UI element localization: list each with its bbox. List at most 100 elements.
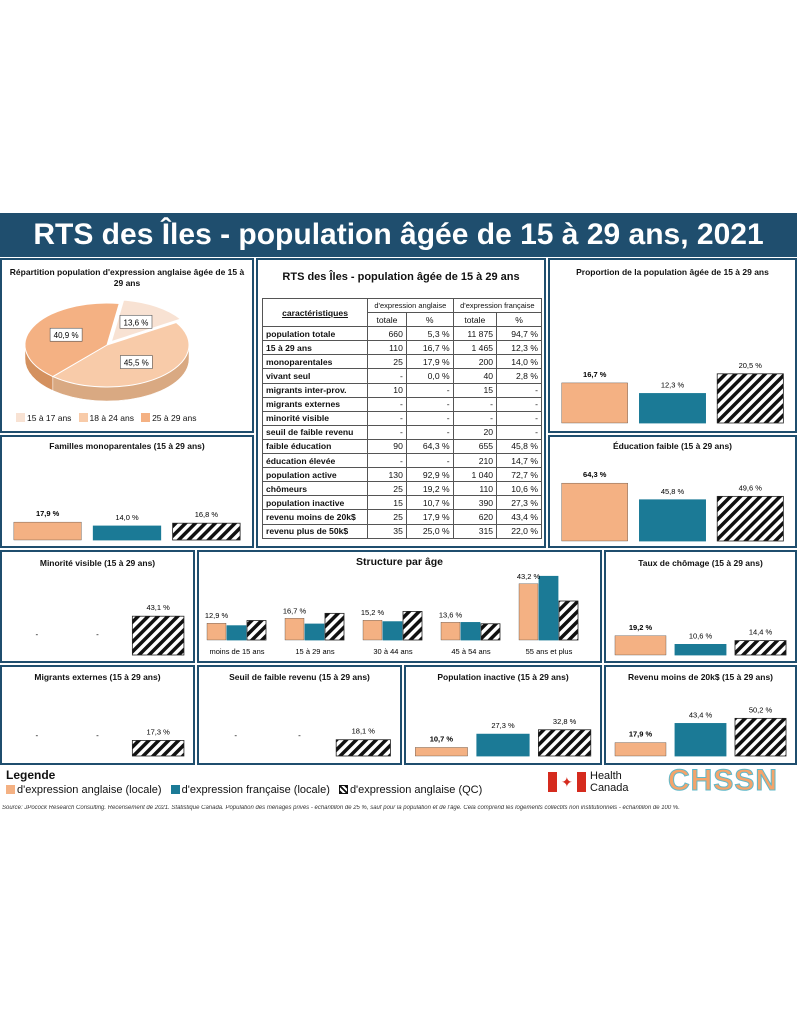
cell-value: 45,8 % bbox=[496, 438, 542, 455]
cell-value: - bbox=[367, 424, 407, 440]
structure-bar bbox=[206, 623, 227, 641]
cell-value: 130 bbox=[367, 467, 407, 483]
chomage-panel: Taux de chômage (15 à 29 ans) 19,2 % 10,6… bbox=[604, 550, 797, 663]
table-row: migrants inter-prov. 10-15- bbox=[261, 382, 542, 398]
minorite-chart: - - 43,1 % bbox=[36, 603, 185, 656]
data-table: caractéristiques d'expression anglaise d… bbox=[261, 297, 543, 539]
bar-value-label: 43,4 % bbox=[689, 710, 713, 719]
bar-0 bbox=[561, 482, 628, 542]
cell-value: - bbox=[405, 382, 454, 398]
proportion-panel: Proportion de la population âgée de 15 à… bbox=[548, 258, 797, 433]
bar-value-label: 49,6 % bbox=[739, 483, 763, 492]
row-label: vivant seul bbox=[261, 368, 369, 384]
pie-title: Répartition population d'expression angl… bbox=[9, 267, 245, 288]
canada-flag-icon: ✦ bbox=[548, 772, 586, 792]
bar-value-label: 64,3 % bbox=[583, 470, 607, 479]
bar-2 bbox=[131, 740, 185, 757]
pie-slice-label: 40,9 % bbox=[54, 331, 79, 340]
cell-value: 11 875 bbox=[452, 326, 498, 342]
table-row: population inactive 15 10,7 % 390 27,3 % bbox=[261, 495, 542, 511]
table-row: vivant seul -0,0 % 40 2,8 % bbox=[261, 368, 542, 384]
familles-chart: 17,9 % 14,0 % 16,8 % bbox=[13, 509, 241, 541]
bar-value-label: 18,1 % bbox=[352, 727, 376, 736]
source-note: Source: JPocock Research Consulting. Rec… bbox=[2, 805, 680, 811]
proportion-chart: 16,7 % 12,3 % 20,5 % bbox=[561, 361, 784, 424]
minorite-title: Minorité visible (15 à 29 ans) bbox=[39, 558, 156, 568]
cell-value: 10 bbox=[367, 382, 407, 398]
legend-swatch-18-24 bbox=[78, 413, 88, 422]
structure-category-label: 45 à 54 ans bbox=[451, 647, 490, 656]
pie-legend-1: 15 à 17 ans bbox=[27, 413, 72, 423]
structure-bar bbox=[304, 623, 325, 641]
bar-value-label: 14,4 % bbox=[749, 628, 773, 637]
cell-value: 390 bbox=[452, 495, 498, 511]
cell-value: 25 bbox=[367, 509, 407, 525]
bar-1 bbox=[639, 393, 706, 424]
cell-value: 1 040 bbox=[452, 467, 498, 483]
canada-text: Canada bbox=[590, 782, 629, 794]
bar-value-label: 10,7 % bbox=[430, 734, 454, 743]
bar-value-label: - bbox=[96, 630, 99, 639]
bar-0 bbox=[13, 521, 82, 541]
cell-value: 15 bbox=[452, 382, 498, 398]
legend-swatch-25-29 bbox=[141, 413, 151, 422]
table-row: monoparentales 25 17,9 % 200 14,0 % bbox=[261, 354, 542, 370]
structure-chart: 12,9 % moins de 15 ans 16,7 % 15 à 29 ans 15… bbox=[205, 572, 579, 656]
bar-value-label: 14,0 % bbox=[115, 513, 139, 522]
bar-1 bbox=[92, 525, 162, 541]
cell-value: 20 bbox=[452, 424, 498, 440]
bar-value-label: 45,8 % bbox=[661, 487, 685, 496]
cell-value: 200 bbox=[452, 354, 498, 370]
cell-value: 620 bbox=[452, 509, 498, 525]
structure-bar bbox=[460, 622, 481, 641]
pie-slice bbox=[51, 321, 190, 388]
cell-value: 92,9 % bbox=[405, 467, 454, 483]
bar-2 bbox=[335, 739, 391, 757]
cell-value: 315 bbox=[452, 523, 498, 539]
legend-swatch-francaise-locale bbox=[170, 785, 180, 794]
legend-item-anglaise-locale: d'expression anglaise (locale) bbox=[17, 784, 162, 796]
structure-value-label: 13,6 % bbox=[439, 610, 463, 619]
cell-value: 94,7 % bbox=[496, 326, 542, 342]
row-label: population inactive bbox=[261, 495, 369, 511]
structure-bar bbox=[284, 618, 305, 641]
cell-value: 10,6 % bbox=[496, 481, 542, 497]
table-row: éducation élevée - -210 14,7 % bbox=[261, 453, 542, 469]
cell-value: - bbox=[367, 410, 407, 426]
cell-value: - bbox=[405, 410, 454, 426]
inactive-panel: Population inactive (15 à 29 ans) 10,7 %… bbox=[404, 665, 602, 765]
cell-value: 72,7 % bbox=[496, 467, 542, 483]
bar-value-label: 16,8 % bbox=[195, 510, 219, 519]
seuil-chart: - - 18,1 % bbox=[234, 727, 391, 757]
chomage-title: Taux de chômage (15 à 29 ans) bbox=[638, 558, 763, 568]
cell-value: 40 bbox=[452, 368, 498, 384]
cell-value: 2,8 % bbox=[496, 368, 542, 384]
revenu-title: Revenu moins de 20k$ (15 à 29 ans) bbox=[627, 672, 774, 682]
bar-value-label: - bbox=[36, 630, 39, 639]
legend-item-anglaise-qc: d'expression anglaise (QC) bbox=[349, 784, 483, 796]
cell-value: 14,7 % bbox=[496, 453, 542, 469]
structure-bar bbox=[440, 622, 461, 641]
row-label: migrants externes bbox=[261, 396, 369, 412]
revenu-panel: Revenu moins de 20k$ (15 à 29 ans) 17,9 … bbox=[604, 665, 797, 765]
table-row: revenu plus de 50k$ 35 25,0 % 315 22,0 % bbox=[261, 523, 542, 539]
structure-bar bbox=[226, 625, 247, 641]
bar-2 bbox=[172, 522, 241, 541]
structure-value-label: 43,2 % bbox=[517, 572, 541, 581]
cell-value: 17,9 % bbox=[405, 354, 454, 370]
table-row: population totale 660 5,3 % 11 875 94,7 % bbox=[261, 326, 542, 342]
bar-value-label: 12,3 % bbox=[661, 380, 685, 389]
cell-value: 17,9 % bbox=[405, 509, 454, 525]
bar-2 bbox=[734, 717, 787, 757]
migrants-panel: Migrants externes (15 à 29 ans) - - 17,3 % bbox=[0, 665, 195, 765]
cell-value: 22,0 % bbox=[496, 523, 542, 539]
bar-value-label: 17,3 % bbox=[146, 727, 170, 736]
table-row: 15 à 29 ans 110 16,7 % 1 465 12,3 % bbox=[261, 340, 542, 356]
bar-value-label: 16,7 % bbox=[583, 370, 607, 379]
cell-value: 19,2 % bbox=[405, 481, 454, 497]
bar-value-label: 32,8 % bbox=[553, 717, 577, 726]
legend-swatch-anglaise-locale bbox=[6, 785, 15, 794]
cell-value: - bbox=[405, 424, 454, 440]
bar-1 bbox=[674, 723, 727, 757]
cell-value: 1 465 bbox=[452, 340, 498, 356]
